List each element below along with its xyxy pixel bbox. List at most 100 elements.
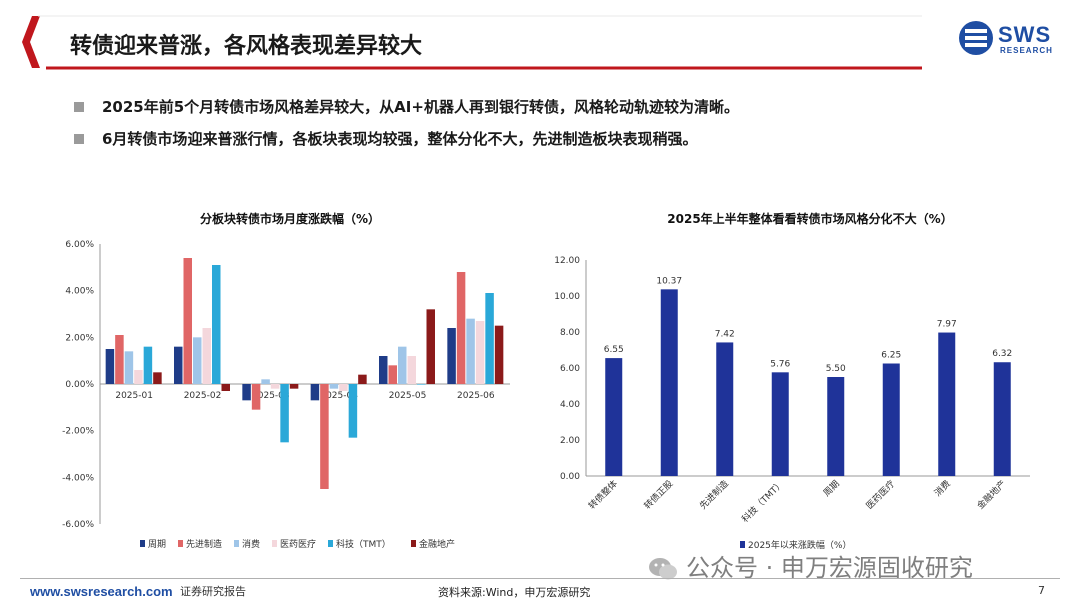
bar — [475, 321, 485, 384]
footer-source: 资料来源:Wind，申万宏源研究 — [438, 586, 591, 599]
legend-label: 消费 — [242, 538, 260, 550]
y-tick-label: 2.00 — [560, 436, 580, 446]
bar — [466, 318, 475, 384]
title-banner — [22, 15, 922, 70]
bar — [348, 384, 358, 438]
data-label: 7.42 — [715, 329, 735, 339]
bullet-square-icon — [74, 134, 84, 144]
bar — [134, 370, 143, 384]
bullet-list: 2025年前5个月转债市场风格差异较大，从AI+机器人再到银行转债，风格轮动轨迹… — [72, 96, 1032, 160]
bar — [115, 335, 124, 384]
bar — [882, 363, 900, 476]
sws-logo: SWS RESEARCH — [958, 18, 1062, 62]
x-tick-label: 周期 — [821, 478, 842, 499]
y-tick-label: 10.00 — [554, 292, 580, 302]
data-label: 6.25 — [881, 351, 901, 361]
bar — [358, 374, 367, 384]
bar — [124, 351, 134, 384]
y-tick-label: 0.00 — [560, 472, 580, 482]
bar — [212, 265, 221, 384]
bullet-text: 6月转债市场迎来普涨行情，各板块表现均较强，整体分化不大，先进制造板块表现稍强。 — [102, 130, 698, 148]
logo-text: SWS — [998, 22, 1052, 47]
bar — [379, 356, 388, 384]
data-label: 10.37 — [656, 276, 682, 286]
legend-swatch — [140, 540, 145, 547]
bar — [388, 365, 397, 384]
bar — [417, 384, 426, 385]
x-tick-label: 2025-04 — [320, 391, 358, 401]
chart1-monthly-returns: 6.00% 4.00% 2.00% 0.00% -2.00% -4.00% -6.00% 20… — [62, 240, 510, 550]
bullet-square-icon — [74, 102, 84, 112]
bullet-text: 2025年前5个月转债市场风格差异较大，从AI+机器人再到银行转债，风格轮动轨迹… — [102, 98, 739, 116]
slide-footer: www.swsresearch.com 证券研究报告 资料来源:Wind，申万宏… — [0, 572, 1080, 608]
footer-url-link[interactable]: www.swsresearch.com — [30, 584, 173, 599]
bar — [447, 328, 456, 384]
x-tick-label: 2025-05 — [389, 391, 427, 401]
logo-subtext: RESEARCH — [1000, 46, 1053, 55]
bar — [716, 342, 734, 476]
y-tick-label: 4.00% — [65, 287, 94, 297]
bar — [426, 309, 435, 384]
data-label: 5.76 — [770, 359, 790, 369]
bar — [339, 384, 348, 391]
bar — [494, 325, 504, 384]
x-tick-label: 消费 — [932, 478, 953, 499]
page-number: 7 — [1038, 584, 1045, 597]
x-tick-label: 2025-03 — [252, 391, 290, 401]
bar — [456, 272, 466, 384]
bar — [320, 384, 329, 489]
legend-swatch — [272, 540, 277, 547]
slide-header: 转债迎来普涨，各风格表现差异较大 SWS RESEARCH — [0, 0, 1080, 80]
y-tick-label: -6.00% — [62, 520, 94, 530]
bar — [193, 337, 202, 384]
bar — [261, 379, 270, 384]
y-tick-label: 0.00% — [65, 380, 94, 390]
legend-swatch — [411, 540, 416, 547]
data-label: 5.50 — [826, 364, 846, 374]
legend-label: 周期 — [148, 539, 166, 550]
legend-swatch — [740, 541, 745, 548]
data-label: 6.32 — [992, 349, 1012, 359]
wechat-icon — [649, 558, 677, 580]
y-tick-label: 12.00 — [554, 256, 580, 266]
legend-label: 先进制造 — [186, 538, 222, 550]
bar — [329, 384, 339, 389]
legend-label: 2025年以来涨跌幅（%） — [748, 539, 851, 551]
y-tick-label: 8.00 — [560, 328, 580, 338]
footer-report-type: 证券研究报告 — [180, 585, 246, 598]
bar — [993, 362, 1011, 476]
y-tick-label: -4.00% — [62, 473, 94, 483]
watermark-text: 公众号 · 申万宏源固收研究 — [686, 554, 973, 582]
bar — [202, 328, 211, 384]
legend-swatch — [328, 540, 333, 547]
footer-divider — [20, 578, 1060, 579]
chart1-title: 分板块转债市场月度涨跌幅（%） — [199, 212, 381, 226]
bar — [289, 384, 299, 389]
bar — [827, 377, 845, 476]
x-tick-label: 科技（TMT） — [739, 478, 786, 525]
bar — [485, 293, 494, 384]
x-tick-label: 2025-06 — [457, 391, 495, 401]
legend-label: 金融地产 — [419, 538, 455, 550]
y-tick-label: 2.00% — [65, 333, 94, 343]
bar — [605, 358, 623, 476]
y-tick-label: -2.00% — [62, 427, 94, 437]
x-tick-label: 先进制造 — [697, 478, 731, 512]
bar — [221, 384, 230, 391]
bar — [280, 384, 289, 443]
x-tick-label: 转债整体 — [586, 478, 620, 512]
data-label: 6.55 — [604, 345, 624, 355]
bar — [183, 258, 192, 384]
x-tick-label: 医药医疗 — [863, 478, 897, 512]
bar — [660, 289, 678, 476]
x-tick-label: 金融地产 — [974, 478, 1008, 512]
data-label: 7.97 — [937, 320, 957, 330]
bar — [174, 346, 183, 384]
bullet-item: 2025年前5个月转债市场风格差异较大，从AI+机器人再到银行转债，风格轮动轨迹… — [72, 96, 1032, 128]
legend-label: 医药医疗 — [280, 538, 316, 550]
bar — [310, 384, 320, 401]
legend-swatch — [234, 540, 239, 547]
bar — [143, 346, 153, 384]
page-title: 转债迎来普涨，各风格表现差异较大 — [70, 34, 423, 59]
x-tick-label: 2025-02 — [184, 391, 222, 401]
